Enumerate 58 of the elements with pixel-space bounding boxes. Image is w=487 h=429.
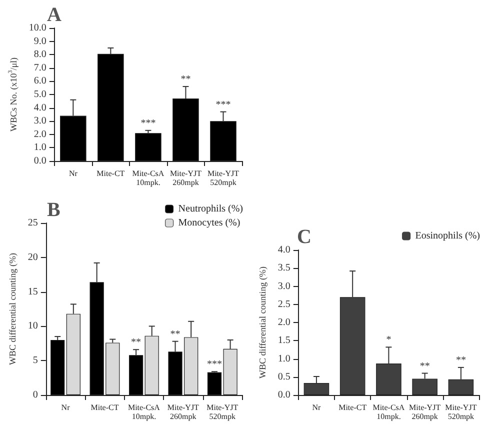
legend-label: Eosinophils (%) — [415, 230, 480, 242]
y-tick-label: 1.0 — [34, 142, 46, 154]
y-tick-label: 15 — [28, 286, 38, 298]
x-tick-label: Mite-CsA 10mpk. — [128, 403, 160, 421]
y-tick-label: 2.0 — [34, 128, 46, 140]
y-tick-label: 1.5 — [278, 335, 290, 346]
annotation: ** — [170, 328, 180, 340]
y-tick-label: 7.0 — [34, 62, 46, 74]
annotation: *** — [206, 359, 222, 370]
y-tick-label: 8.0 — [34, 49, 46, 60]
y-axis-title: WBC differential counting (%) — [258, 266, 268, 379]
annotation: * — [386, 334, 392, 346]
y-tick-label: 2.0 — [278, 317, 290, 328]
y-tick-label: 4.0 — [278, 244, 290, 256]
y-tick-label: 1.0 — [278, 353, 290, 364]
x-tick-label: Mite-YJT 520mpk — [206, 403, 238, 421]
y-tick-label: 0.5 — [278, 371, 290, 382]
y-tick-label: 25 — [28, 218, 38, 228]
x-tick-label: Nr — [68, 169, 78, 178]
legend-label: Monocytes (%) — [178, 218, 240, 228]
legend-label: Neutrophils (%) — [178, 204, 244, 214]
y-tick-label: 10 — [28, 320, 38, 332]
x-tick-label: Mite-YJT 520mpk — [445, 403, 477, 421]
y-tick-label: 0 — [32, 390, 38, 400]
annotation: ** — [131, 337, 142, 348]
x-tick-label: Mite-CT — [96, 169, 125, 178]
y-tick-label: 2.5 — [278, 298, 290, 310]
x-tick-label: Mite-YJT 260mpk — [409, 403, 441, 421]
x-tick-label: Mite-CT — [338, 403, 367, 412]
annotation: ** — [456, 354, 466, 366]
x-tick-label: Mite-CT — [90, 403, 119, 412]
chart-title: C — [297, 226, 312, 248]
x-tick-label: Mite-YJT 520mpk — [207, 169, 240, 187]
annotation: *** — [216, 99, 231, 110]
y-tick-label: 3.5 — [278, 262, 290, 274]
x-tick-label: Nr — [312, 403, 322, 412]
annotation: *** — [140, 118, 156, 129]
x-tick-label: Mite-YJT 260mpk — [167, 403, 200, 421]
y-axis-title: WBC differential counting (%) — [8, 252, 18, 366]
y-tick-label: 5.0 — [34, 89, 46, 100]
chart-title: B — [47, 199, 60, 221]
y-tick-label: 5 — [32, 355, 38, 366]
x-tick-label: Mite-CsA 10mpk. — [372, 403, 405, 421]
y-tick-label: 6.0 — [34, 76, 46, 87]
annotation: ** — [180, 74, 191, 86]
y-tick-label: 0.0 — [278, 390, 290, 400]
annotation: ** — [420, 360, 430, 372]
chart-title: A — [47, 4, 62, 26]
y-tick-label: 4.0 — [34, 102, 46, 114]
y-tick-label: 3.0 — [278, 280, 290, 292]
x-tick-label: Mite-YJT 260mpk — [170, 169, 202, 187]
x-tick-label: Nr — [61, 403, 70, 412]
y-tick-label: 0.0 — [34, 156, 46, 166]
x-tick-label: Mite-CsA 10mpk. — [132, 169, 164, 187]
y-tick-label: 10.0 — [28, 22, 46, 34]
y-tick-label: 20 — [28, 252, 38, 263]
y-tick-label: 9.0 — [34, 36, 46, 47]
y-tick-label: 3.0 — [34, 116, 46, 127]
